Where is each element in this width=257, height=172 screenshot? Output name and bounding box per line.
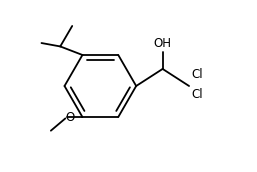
Text: Cl: Cl [192, 88, 203, 101]
Text: O: O [65, 111, 74, 123]
Text: OH: OH [154, 37, 172, 50]
Text: Cl: Cl [192, 68, 203, 80]
